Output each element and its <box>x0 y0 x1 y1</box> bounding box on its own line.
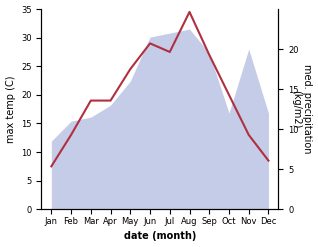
X-axis label: date (month): date (month) <box>124 231 196 242</box>
Y-axis label: med. precipitation
(kg/m2): med. precipitation (kg/m2) <box>291 64 313 154</box>
Y-axis label: max temp (C): max temp (C) <box>5 75 16 143</box>
